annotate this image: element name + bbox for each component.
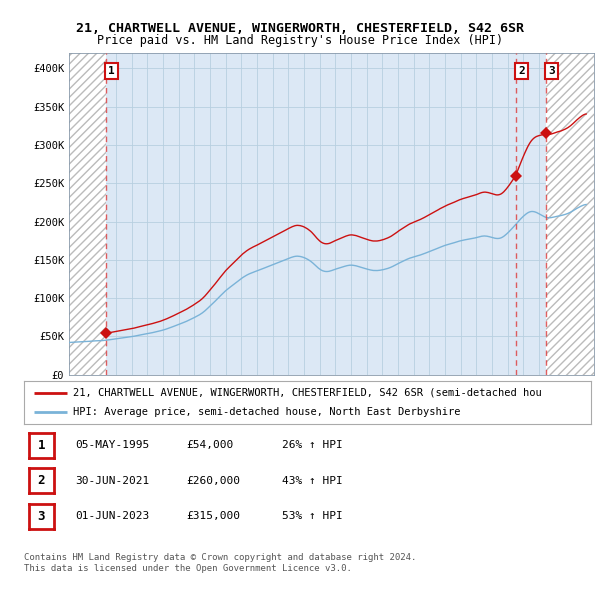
Text: 01-JUN-2023: 01-JUN-2023 [75,512,149,521]
Text: 3: 3 [38,510,45,523]
Text: 30-JUN-2021: 30-JUN-2021 [75,476,149,486]
Text: 1: 1 [38,439,45,452]
Bar [546,53,594,375]
Text: 2: 2 [518,66,525,76]
Text: 3: 3 [548,66,555,76]
Text: 21, CHARTWELL AVENUE, WINGERWORTH, CHESTERFIELD, S42 6SR: 21, CHARTWELL AVENUE, WINGERWORTH, CHEST… [76,22,524,35]
Bar [69,53,106,375]
Text: 26% ↑ HPI: 26% ↑ HPI [282,441,343,450]
Text: Price paid vs. HM Land Registry's House Price Index (HPI): Price paid vs. HM Land Registry's House … [97,34,503,47]
Text: 2: 2 [38,474,45,487]
Text: £54,000: £54,000 [186,441,233,450]
Text: 21, CHARTWELL AVENUE, WINGERWORTH, CHESTERFIELD, S42 6SR (semi-detached hou: 21, CHARTWELL AVENUE, WINGERWORTH, CHEST… [73,388,542,398]
Text: 43% ↑ HPI: 43% ↑ HPI [282,476,343,486]
Text: Contains HM Land Registry data © Crown copyright and database right 2024.
This d: Contains HM Land Registry data © Crown c… [24,553,416,573]
Text: £260,000: £260,000 [186,476,240,486]
Text: 1: 1 [108,66,115,76]
Text: 05-MAY-1995: 05-MAY-1995 [75,441,149,450]
Text: HPI: Average price, semi-detached house, North East Derbyshire: HPI: Average price, semi-detached house,… [73,407,461,417]
Text: £315,000: £315,000 [186,512,240,521]
Text: 53% ↑ HPI: 53% ↑ HPI [282,512,343,521]
